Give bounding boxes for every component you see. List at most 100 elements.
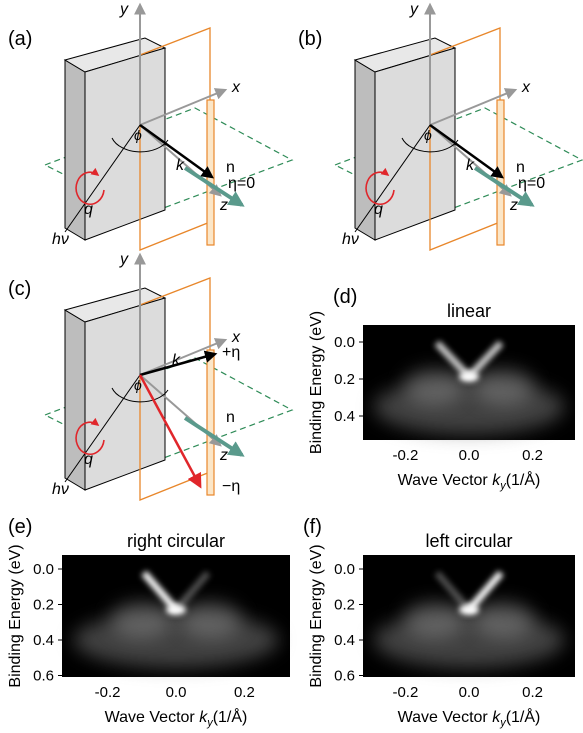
- eta-label: −η: [222, 478, 240, 495]
- n-label: n: [226, 159, 235, 176]
- axis-letter: z: [219, 197, 228, 214]
- panel-label: (f): [303, 516, 322, 538]
- x-axis: [139, 88, 228, 126]
- dirac-point: [459, 604, 479, 615]
- surface-band: [434, 570, 472, 613]
- axis-letter: x: [231, 329, 241, 346]
- x-axis: [139, 338, 228, 376]
- n-arrow: [183, 416, 245, 457]
- arpes-panel: (f) left circular 0.0 0.2 0.4 0.6 -0.2 0.0 0.2 Bi…: [303, 516, 575, 729]
- n-arrow: [183, 166, 245, 207]
- eta-label: η=0: [518, 175, 545, 192]
- n-label: n: [516, 159, 525, 176]
- bulk-glow: [181, 601, 241, 638]
- photon: [64, 124, 141, 233]
- y-axis-label: Binding Energy (eV): [7, 544, 24, 687]
- bulk-glow: [373, 378, 565, 435]
- y-tick-label: 0.2: [334, 597, 355, 614]
- k-arrow: [429, 123, 505, 179]
- q-label: q: [84, 451, 93, 468]
- axis-letter: y: [119, 251, 129, 268]
- q-label: q: [84, 201, 93, 218]
- surface-band: [466, 340, 504, 380]
- detector: [206, 99, 215, 246]
- bulk-glow: [373, 611, 565, 668]
- panel-label: (b): [298, 28, 322, 50]
- y-tick-label: 0.0: [334, 561, 355, 578]
- axis-letter: y: [119, 1, 129, 18]
- diagram: (c) +η −η k y x z ϕ n qhν: [8, 251, 294, 501]
- x-tick-label: -0.2: [392, 684, 418, 701]
- neg-eta-arrow: [138, 374, 202, 489]
- x-axis-label: Wave Vector ky(1/Å): [398, 707, 541, 729]
- detector: [206, 349, 215, 496]
- photon-label: hν: [52, 481, 69, 498]
- x-label-var: k: [199, 709, 208, 726]
- eta-label: η=0: [228, 175, 255, 192]
- surface-band: [173, 570, 211, 613]
- spectrum-features: [73, 570, 279, 668]
- x-label-var: k: [492, 709, 501, 726]
- bulk-glow: [404, 368, 464, 405]
- phi-arc: [401, 137, 459, 153]
- x-tick-label: 0.2: [234, 684, 255, 701]
- x-label-unit: (1/Å): [506, 470, 541, 489]
- x-label-text: Wave Vector: [105, 709, 200, 726]
- k-label: k: [172, 352, 181, 369]
- y-tick-label: 0.0: [334, 334, 355, 351]
- panel-label: (a): [8, 28, 32, 50]
- surface-band: [466, 570, 504, 613]
- x-label-text: Wave Vector: [398, 709, 493, 726]
- k-arrow: [139, 123, 215, 179]
- slab-front: [84, 297, 166, 491]
- x-label-unit: (1/Å): [213, 707, 248, 726]
- slab-front: [84, 47, 166, 241]
- y-tick-label: 0.2: [33, 597, 54, 614]
- x-label-var: k: [492, 472, 501, 489]
- x-label-unit: (1/Å): [506, 707, 541, 726]
- photon: [354, 124, 431, 233]
- panel-label: (e): [8, 516, 32, 538]
- eta-label: +η: [222, 344, 240, 361]
- bulk-glow: [404, 601, 464, 638]
- y-tick-label: 0.2: [334, 371, 355, 388]
- polarization-arrow: [75, 417, 105, 455]
- polarization-arrow: [75, 167, 105, 205]
- photon-label: hν: [342, 231, 359, 248]
- k-label: k: [466, 157, 475, 174]
- axis-letter: z: [509, 197, 518, 214]
- panel-title: left circular: [425, 531, 512, 551]
- dirac-point: [459, 371, 479, 382]
- panel-title: linear: [447, 301, 491, 321]
- slab-side: [64, 309, 86, 491]
- y-tick-label: 0.4: [33, 632, 54, 649]
- bulk-glow: [474, 368, 534, 405]
- slab-front: [374, 47, 456, 241]
- q-label: q: [374, 201, 383, 218]
- x-axis-label: Wave Vector ky(1/Å): [105, 707, 248, 729]
- slab-side: [64, 59, 86, 241]
- x-tick-label: 0.0: [459, 684, 480, 701]
- photon: [64, 374, 141, 483]
- surface-band: [434, 340, 472, 380]
- x-label-text: Wave Vector: [398, 472, 493, 489]
- phi-label: ϕ: [424, 127, 432, 143]
- axis-letter: z: [219, 447, 228, 464]
- axis-letter: y: [409, 1, 419, 18]
- x-label-sub: y: [206, 717, 214, 729]
- axis-letter: x: [231, 79, 241, 96]
- phi-arc: [111, 137, 169, 153]
- arpes-panel: (e) right circular 0.0 0.2 0.4 0.6 -0.2 0.0 0.2 B…: [7, 516, 290, 729]
- y-axis-label: Binding Energy (eV): [308, 544, 325, 687]
- y-tick-label: 0.6: [334, 668, 355, 685]
- x-tick-label: 0.0: [166, 684, 187, 701]
- phi-label: ϕ: [134, 377, 142, 393]
- spectrum-features: [373, 340, 565, 435]
- bulk-glow: [474, 601, 534, 638]
- x-label-sub: y: [499, 480, 507, 492]
- photon-label: hν: [52, 231, 69, 248]
- x-tick-label: -0.2: [95, 684, 121, 701]
- spectrum-features: [373, 570, 565, 668]
- x-axis: [429, 88, 518, 126]
- panel-title: right circular: [127, 531, 225, 551]
